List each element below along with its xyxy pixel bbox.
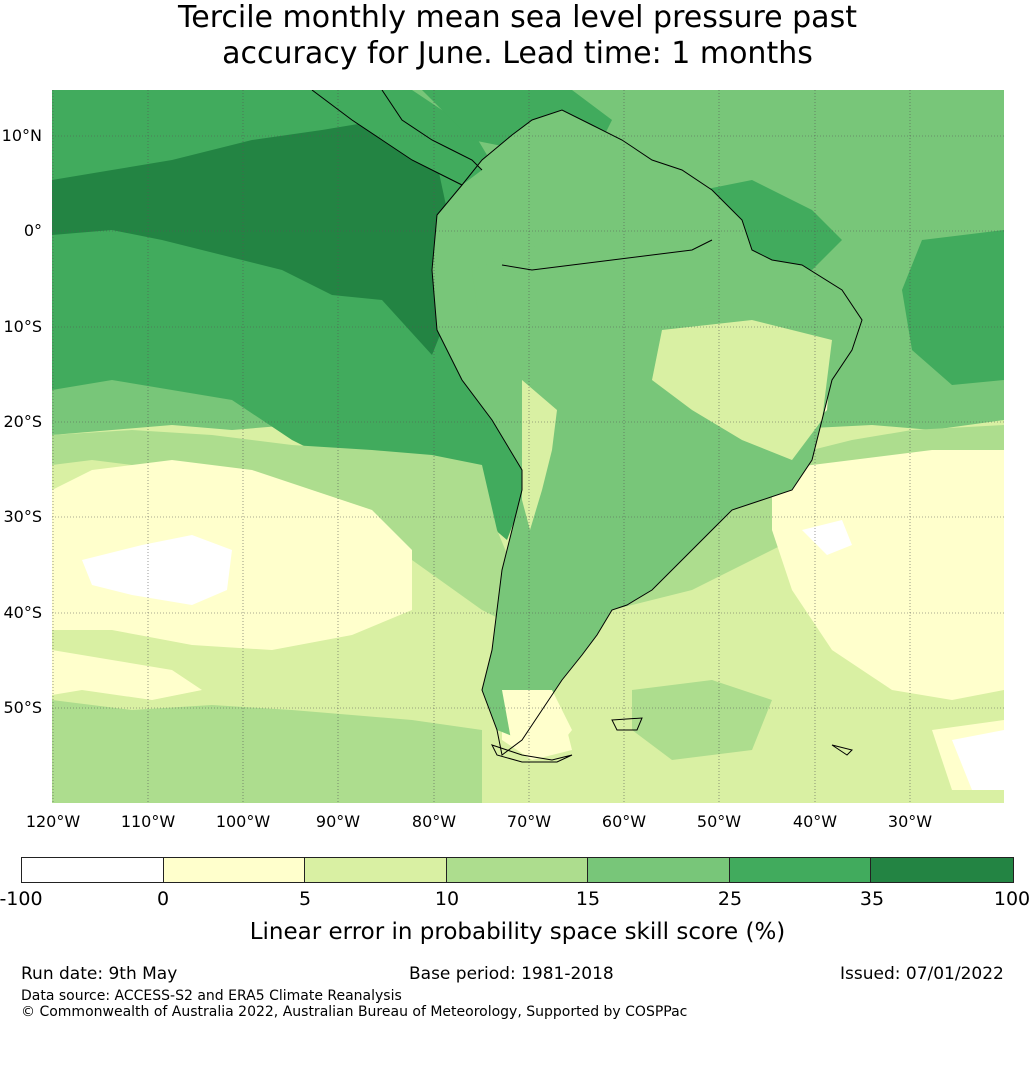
lon-label-90w: 90°W bbox=[315, 812, 361, 831]
lon-label-60w: 60°W bbox=[601, 812, 647, 831]
lat-label-30s: 30°S bbox=[3, 507, 42, 526]
region-satlantic-0 bbox=[772, 450, 1004, 700]
data-source: Data source: ACCESS-S2 and ERA5 Climate … bbox=[21, 988, 402, 1004]
region-neg-3 bbox=[952, 730, 1004, 790]
chart-title: Tercile monthly mean sea level pressure … bbox=[0, 0, 1035, 72]
lat-label-40s: 40°S bbox=[3, 603, 42, 622]
colorbar-label: Linear error in probability space skill … bbox=[249, 919, 786, 945]
colorbar-tick-5: 5 bbox=[298, 888, 312, 910]
colorbar-tick-15: 15 bbox=[575, 888, 601, 910]
region-spacific-0 bbox=[52, 460, 412, 650]
colorbar-segment-neg bbox=[22, 858, 164, 882]
colorbar-segment-25 bbox=[729, 858, 872, 882]
lon-label-70w: 70°W bbox=[506, 812, 552, 831]
gridlines bbox=[52, 90, 1004, 803]
falklands bbox=[611, 717, 643, 731]
lat-label-50s: 50°S bbox=[3, 698, 42, 717]
lat-label-10n: 10°N bbox=[1, 126, 42, 145]
run-date: Run date: 9th May bbox=[21, 964, 178, 984]
copyright: © Commonwealth of Australia 2022, Austra… bbox=[21, 1004, 688, 1020]
lat-label-0: 0° bbox=[23, 221, 42, 240]
lat-label-20s: 20°S bbox=[3, 412, 42, 431]
region-spacific-0b bbox=[52, 650, 202, 700]
region-neg-1 bbox=[82, 535, 232, 605]
coastline-central-america bbox=[312, 90, 482, 185]
land-andes-high bbox=[522, 380, 557, 530]
lat-label-10s: 10°S bbox=[3, 317, 42, 336]
colorbar-tick-100: 100 bbox=[993, 888, 1031, 910]
colorbar-segment-15 bbox=[587, 858, 730, 882]
colorbar-segment-10 bbox=[447, 858, 588, 882]
region-neg-2 bbox=[802, 520, 852, 555]
lon-label-50w: 50°W bbox=[696, 812, 742, 831]
coastline-stroke-ca-north bbox=[381, 90, 483, 171]
lon-label-30w: 30°W bbox=[887, 812, 933, 831]
skill-map bbox=[52, 90, 1004, 803]
title-line-2: accuracy for June. Lead time: 1 months bbox=[222, 36, 813, 71]
base-period: Base period: 1981-2018 bbox=[409, 964, 614, 984]
lon-label-110w: 110°W bbox=[120, 812, 176, 831]
colorbar-segment-35 bbox=[871, 858, 1014, 882]
amazon-river bbox=[501, 239, 713, 271]
region-eatlantic-25 bbox=[902, 230, 1004, 385]
colorbar bbox=[21, 857, 1014, 883]
south-georgia bbox=[831, 744, 853, 756]
lon-label-80w: 80°W bbox=[411, 812, 457, 831]
lon-label-40w: 40°W bbox=[792, 812, 838, 831]
land-east-brazil bbox=[652, 320, 832, 460]
region-southern-ocean-10 bbox=[52, 700, 482, 803]
region-pacific-35 bbox=[52, 120, 447, 355]
colorbar-tick-10: 10 bbox=[434, 888, 460, 910]
tierra-del-fuego bbox=[491, 744, 573, 763]
colorbar-tick-0: 0 bbox=[156, 888, 170, 910]
title-line-1: Tercile monthly mean sea level pressure … bbox=[178, 0, 857, 35]
region-sw-atlantic-10 bbox=[632, 680, 772, 760]
lon-label-100w: 100°W bbox=[215, 812, 271, 831]
lon-label-120w: 120°W bbox=[25, 812, 81, 831]
coastline-stroke-ca bbox=[311, 90, 463, 186]
colorbar-tick-25: 25 bbox=[717, 888, 743, 910]
colorbar-segment-5 bbox=[305, 858, 448, 882]
issued-date: Issued: 07/01/2022 bbox=[840, 964, 1004, 984]
land-patagonia bbox=[502, 690, 572, 755]
coastline-stroke-sa bbox=[431, 109, 863, 756]
colorbar-segment-0 bbox=[163, 858, 306, 882]
land-amazon bbox=[472, 240, 752, 350]
colorbar-tick-35: 35 bbox=[859, 888, 885, 910]
skill-map-svg bbox=[52, 90, 1004, 803]
colorbar-tick--100: -100 bbox=[0, 888, 43, 910]
